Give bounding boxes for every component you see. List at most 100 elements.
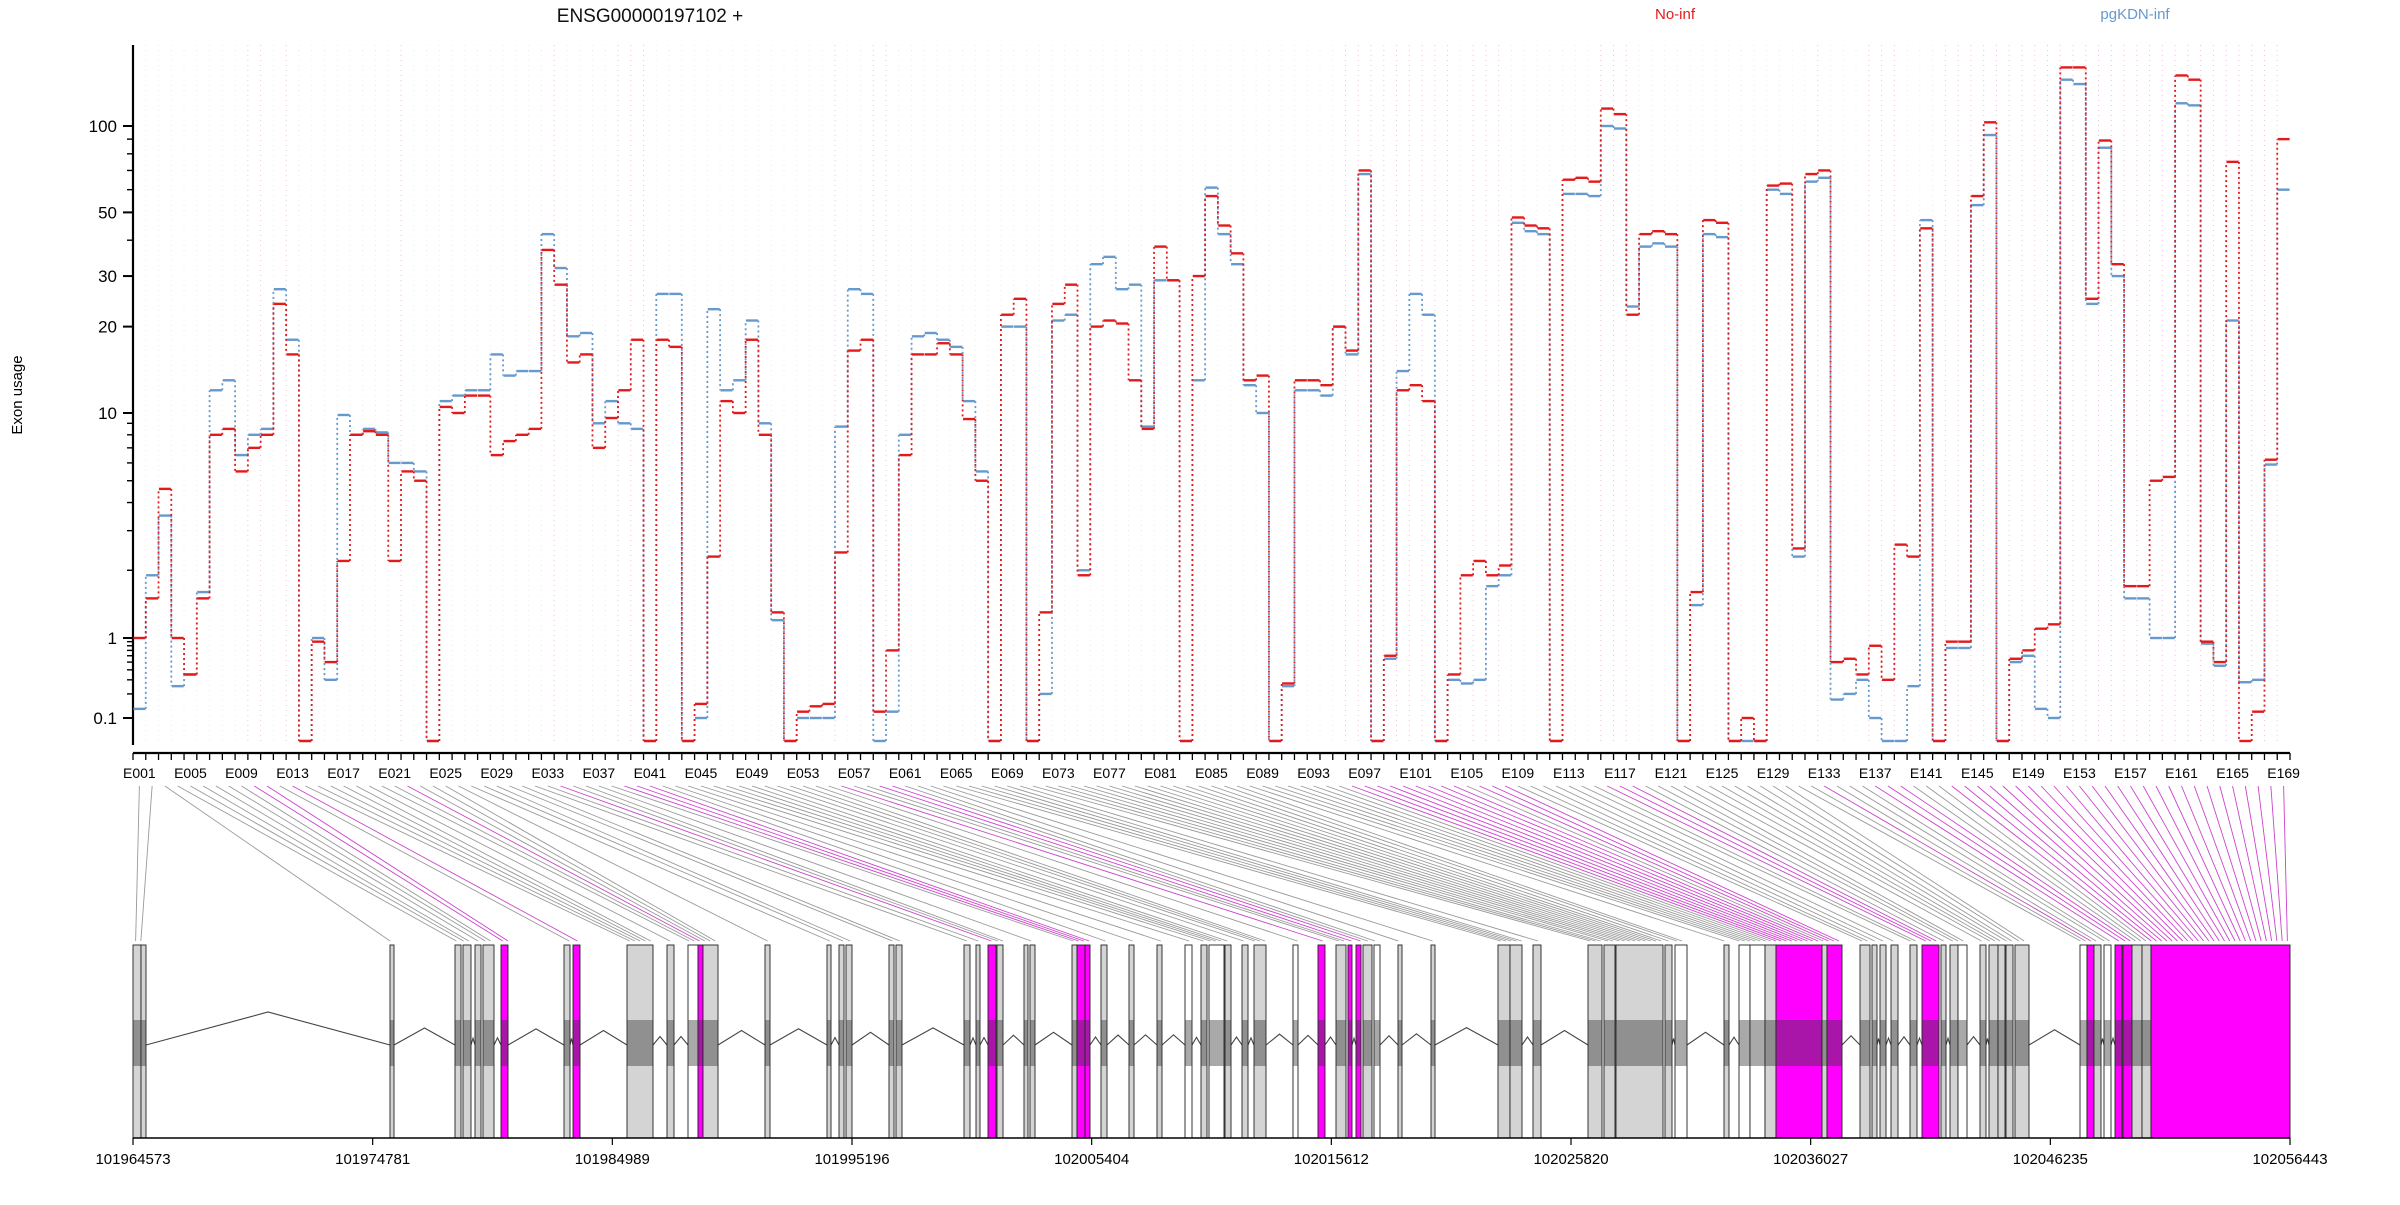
connector-line: [688, 785, 1161, 942]
exon-label: E117: [1604, 765, 1636, 781]
connector-line: [1134, 785, 1636, 942]
connector-line-significant: [2244, 785, 2273, 942]
exon-label: E149: [2012, 765, 2045, 781]
transcript-band: [1724, 1020, 1729, 1066]
connector-line: [1811, 785, 2086, 942]
connector-line-significant: [1364, 785, 1782, 942]
connector-line-significant: [1887, 785, 2126, 942]
transcript-band: [2104, 1020, 2111, 1066]
intron-hat: [1876, 1038, 1881, 1046]
genome-coordinate-label: 101984989: [575, 1151, 650, 1168]
connector-line: [1338, 785, 1772, 942]
connector-line: [1045, 785, 1596, 942]
connector-line-significant: [2257, 785, 2278, 942]
intron-hat: [969, 1036, 977, 1046]
intron-hat: [673, 1035, 689, 1046]
connector-line-significant: [1492, 785, 1834, 942]
y-axis: 100 50 30 20 10 1 0.1 Exon usage: [9, 45, 135, 745]
connector-line: [1798, 785, 2081, 942]
transcript-band: [1242, 1020, 1248, 1066]
connector-line-significant: [2079, 785, 2204, 942]
connector-line: [1070, 785, 1609, 942]
transcript-band: [1891, 1020, 1898, 1066]
exon-label: E169: [2267, 765, 2300, 781]
transcript-band: [1024, 1020, 1028, 1066]
connector-line: [739, 785, 1216, 942]
intron-hat: [1191, 1036, 1202, 1046]
transcript-band: [1363, 1020, 1372, 1066]
exon-label: E097: [1348, 765, 1381, 781]
exon-label: E069: [991, 765, 1024, 781]
connector-line: [1300, 785, 1756, 942]
transcript-band: [1860, 1020, 1870, 1066]
connector-line-significant: [254, 785, 503, 942]
connector-line: [135, 785, 140, 942]
transcript-band: [1101, 1020, 1107, 1066]
connector-line: [190, 785, 464, 942]
connector-line: [1019, 785, 1539, 942]
page-title: ENSG00000197102 +: [556, 6, 744, 27]
transcript-band: [501, 1020, 508, 1066]
genome-coordinate-label: 102046235: [2013, 1151, 2088, 1168]
connector-line-significant: [637, 785, 1084, 942]
transcript-band: [1665, 1020, 1672, 1066]
connector-line: [509, 785, 893, 942]
genome-coordinate-label: 102036027: [1773, 1151, 1848, 1168]
transcript-band: [573, 1020, 580, 1066]
connector-line-significant: [2053, 785, 2194, 942]
transcript-band: [1588, 1020, 1602, 1066]
transcript-band: [1157, 1020, 1162, 1066]
exon-label: E005: [174, 765, 207, 781]
connector-line: [764, 785, 1228, 942]
exon-label: E029: [480, 765, 513, 781]
connector-line: [1721, 785, 1996, 942]
connector-line: [905, 785, 1368, 942]
transcript-band: [976, 1020, 980, 1066]
exon-label: E141: [1910, 765, 1943, 781]
connector-line-significant: [1377, 785, 1787, 942]
transcript-band: [688, 1020, 698, 1066]
connector-line-significant: [2193, 785, 2252, 942]
connector-line: [445, 785, 716, 942]
connector-line: [1236, 785, 1683, 942]
connector-line-significant: [1619, 785, 1932, 942]
connector-line: [356, 785, 651, 942]
intron-hat: [507, 1028, 565, 1046]
exon-label: E121: [1655, 765, 1688, 781]
connector-line: [611, 785, 1074, 942]
connector-line: [1211, 785, 1669, 942]
intron-hat: [1106, 1034, 1130, 1046]
transcript-band: [1348, 1020, 1352, 1066]
transcript-band: [2115, 1020, 2122, 1066]
connector-line-significant: [292, 785, 578, 942]
transcript-band: [1374, 1020, 1380, 1066]
transcript-band: [1950, 1020, 1958, 1066]
intron-hat: [1540, 1029, 1589, 1046]
intron-hat: [1133, 1034, 1158, 1046]
intron-hat: [1916, 1036, 1923, 1046]
intron-hat: [1985, 1038, 1990, 1046]
exon-label: E073: [1042, 765, 1075, 781]
connector-line-significant: [1351, 785, 1777, 942]
transcript-band: [988, 1020, 996, 1066]
connector-line: [777, 785, 1244, 942]
intron-hat: [1002, 1034, 1025, 1046]
connector-line-significant: [892, 785, 1361, 942]
connector-line-significant: [2091, 785, 2210, 942]
transcript-band: [1293, 1020, 1298, 1066]
exon-label: E165: [2216, 765, 2249, 781]
connector-line: [534, 785, 968, 942]
exon-label: E157: [2114, 765, 2147, 781]
connector-line: [381, 785, 690, 942]
connector-line: [994, 785, 1517, 942]
intron-hat: [145, 1011, 391, 1046]
connector-line: [930, 785, 1399, 942]
transcript-band: [698, 1020, 703, 1066]
connector-line: [713, 785, 1204, 942]
transcript-band: [627, 1020, 653, 1066]
connector-line: [1594, 785, 1916, 942]
intron-hat: [1161, 1034, 1186, 1046]
transcript-band: [1880, 1020, 1886, 1066]
exon-label: E057: [838, 765, 871, 781]
connector-line: [1122, 785, 1630, 942]
